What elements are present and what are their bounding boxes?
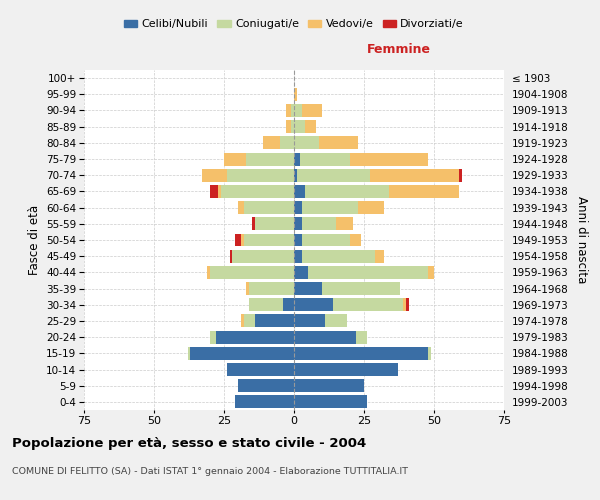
- Bar: [302, 234, 350, 246]
- Bar: [252, 218, 255, 230]
- Bar: [302, 104, 322, 117]
- Bar: [190, 347, 294, 360]
- Text: Femmine: Femmine: [367, 44, 431, 57]
- Bar: [459, 169, 462, 181]
- Bar: [232, 250, 294, 262]
- Bar: [235, 234, 241, 246]
- Bar: [283, 298, 294, 311]
- Bar: [210, 185, 218, 198]
- Bar: [302, 250, 375, 262]
- Bar: [375, 250, 383, 262]
- Bar: [221, 185, 294, 198]
- Bar: [207, 266, 210, 279]
- Bar: [294, 185, 305, 198]
- Bar: [286, 104, 291, 117]
- Bar: [291, 120, 294, 133]
- Bar: [241, 314, 244, 328]
- Bar: [428, 347, 431, 360]
- Bar: [294, 347, 428, 360]
- Bar: [294, 120, 305, 133]
- Bar: [294, 298, 333, 311]
- Bar: [286, 120, 291, 133]
- Bar: [389, 185, 459, 198]
- Bar: [302, 201, 358, 214]
- Bar: [280, 136, 294, 149]
- Bar: [305, 120, 316, 133]
- Bar: [249, 298, 283, 311]
- Y-axis label: Fasce di età: Fasce di età: [28, 205, 41, 275]
- Bar: [294, 88, 297, 101]
- Bar: [294, 363, 398, 376]
- Bar: [294, 201, 302, 214]
- Bar: [299, 152, 350, 166]
- Bar: [291, 104, 294, 117]
- Bar: [319, 136, 358, 149]
- Bar: [297, 169, 370, 181]
- Bar: [218, 185, 221, 198]
- Text: COMUNE DI FELITTO (SA) - Dati ISTAT 1° gennaio 2004 - Elaborazione TUTTITALIA.IT: COMUNE DI FELITTO (SA) - Dati ISTAT 1° g…: [12, 468, 408, 476]
- Bar: [188, 347, 190, 360]
- Bar: [294, 396, 367, 408]
- Bar: [294, 218, 302, 230]
- Bar: [227, 169, 294, 181]
- Bar: [428, 266, 434, 279]
- Bar: [322, 282, 400, 295]
- Bar: [249, 282, 294, 295]
- Bar: [356, 330, 367, 344]
- Bar: [235, 396, 294, 408]
- Bar: [336, 218, 353, 230]
- Bar: [241, 234, 244, 246]
- Bar: [294, 330, 356, 344]
- Bar: [325, 314, 347, 328]
- Bar: [215, 330, 294, 344]
- Bar: [247, 282, 249, 295]
- Bar: [244, 234, 294, 246]
- Bar: [406, 298, 409, 311]
- Y-axis label: Anni di nascita: Anni di nascita: [575, 196, 589, 284]
- Bar: [308, 266, 428, 279]
- Bar: [230, 250, 232, 262]
- Legend: Celibi/Nubili, Coniugati/e, Vedovi/e, Divorziati/e: Celibi/Nubili, Coniugati/e, Vedovi/e, Di…: [119, 15, 469, 34]
- Bar: [350, 152, 428, 166]
- Bar: [358, 201, 383, 214]
- Bar: [255, 314, 294, 328]
- Bar: [294, 250, 302, 262]
- Bar: [294, 282, 322, 295]
- Bar: [294, 379, 364, 392]
- Bar: [238, 201, 244, 214]
- Bar: [202, 169, 227, 181]
- Bar: [263, 136, 280, 149]
- Bar: [294, 136, 319, 149]
- Bar: [255, 218, 294, 230]
- Bar: [294, 266, 308, 279]
- Bar: [302, 218, 336, 230]
- Bar: [333, 298, 403, 311]
- Bar: [238, 379, 294, 392]
- Text: Popolazione per età, sesso e stato civile - 2004: Popolazione per età, sesso e stato civil…: [12, 438, 366, 450]
- Bar: [305, 185, 389, 198]
- Bar: [294, 234, 302, 246]
- Bar: [210, 266, 294, 279]
- Bar: [210, 330, 215, 344]
- Bar: [370, 169, 459, 181]
- Bar: [294, 314, 325, 328]
- Bar: [294, 169, 297, 181]
- Bar: [247, 152, 294, 166]
- Bar: [350, 234, 361, 246]
- Bar: [294, 104, 302, 117]
- Bar: [244, 314, 255, 328]
- Bar: [227, 363, 294, 376]
- Bar: [294, 152, 299, 166]
- Bar: [224, 152, 247, 166]
- Bar: [244, 201, 294, 214]
- Bar: [403, 298, 406, 311]
